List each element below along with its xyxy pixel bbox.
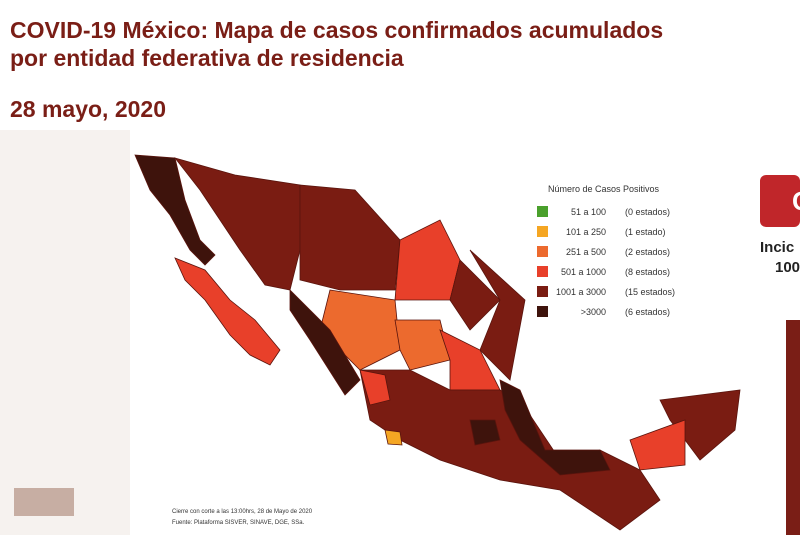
legend-range: 501 a 1000 [561,267,606,277]
state [394,319,451,371]
map [134,154,741,531]
state [299,184,401,291]
legend: Número de Casos Positivos 51 a 100 (0 est… [537,184,675,317]
side-pattern [0,130,130,535]
legend-swatch [537,206,548,217]
state [359,369,391,406]
legend-range: 101 a 250 [566,227,606,237]
legend-range: 251 a 500 [566,247,606,257]
note: Cierre con corte a las 13:00hrs, 28 de M… [172,509,313,515]
legend-count: (15 estados) [625,287,675,297]
state [629,419,686,471]
legend-swatch [537,226,548,237]
title-line1: COVID-19 México: Mapa de casos confirmad… [10,17,663,43]
legend-swatch [537,246,548,257]
state [173,157,301,291]
legend-range: 51 a 100 [571,207,606,217]
state [499,379,611,476]
note: Fuente: Plataforma SISVER, SINAVE, DGE, … [172,520,305,526]
legend-count: (6 estados) [625,307,670,317]
side-bar [786,320,800,535]
side-badge-text: C [792,186,800,216]
legend-title: Número de Casos Positivos [548,184,660,194]
legend-swatch [537,286,548,297]
state [289,289,361,396]
logo [14,488,74,516]
legend-count: (8 estados) [625,267,670,277]
state [469,419,501,446]
legend-swatch [537,306,548,317]
legend-count: (2 estados) [625,247,670,257]
state [469,249,526,381]
legend-count: (1 estado) [625,227,666,237]
title-line2: por entidad federativa de residencia [10,45,404,71]
legend-count: (0 estados) [625,207,670,217]
side-text: 100 [775,259,800,276]
state [174,257,281,366]
state [384,429,403,446]
date: 28 mayo, 2020 [10,96,166,122]
state [449,259,501,331]
state [659,389,741,461]
legend-swatch [537,266,548,277]
side-text: Incic [760,239,794,256]
state [359,369,661,531]
legend-range: 1001 a 3000 [556,287,606,297]
legend-range: >3000 [581,307,606,317]
state [134,154,216,266]
side-badge [760,175,800,227]
